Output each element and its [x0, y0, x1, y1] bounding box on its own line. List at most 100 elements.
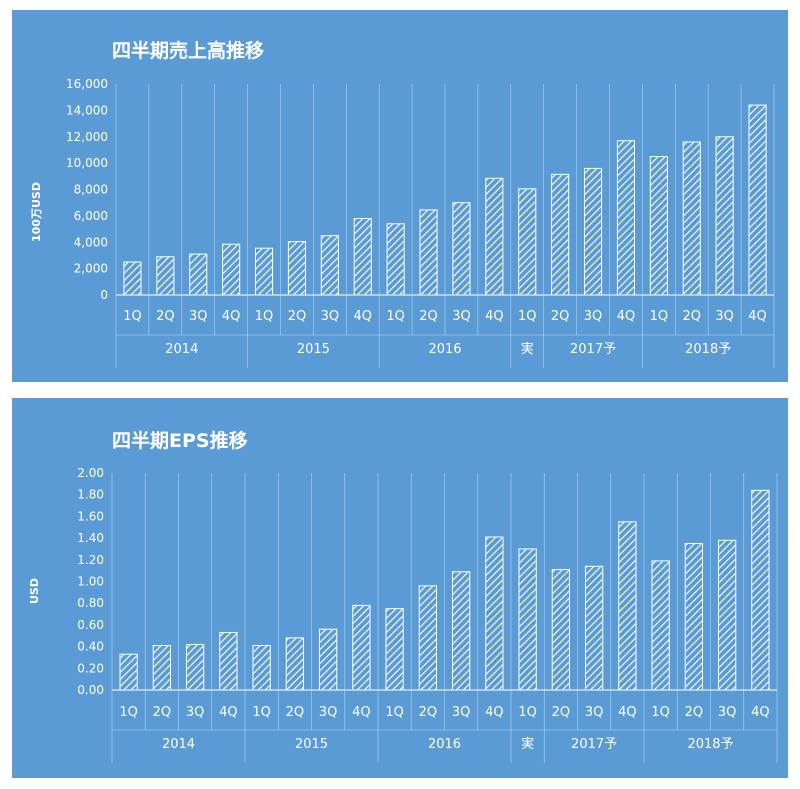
y-tick-label: 1.00 — [77, 575, 104, 589]
x-group-label: 2016 — [428, 342, 461, 357]
y-tick-label: 1.20 — [77, 553, 104, 567]
x-tick-label: 2Q — [552, 705, 571, 720]
bar — [715, 136, 734, 296]
x-tick-label: 3Q — [585, 705, 604, 720]
bar — [451, 571, 471, 691]
x-tick-label: 1Q — [518, 309, 537, 324]
bar — [385, 608, 404, 691]
bar — [152, 645, 172, 691]
x-tick-label: 4Q — [618, 705, 637, 720]
bar — [616, 140, 636, 296]
x-tick-label: 2Q — [286, 705, 305, 720]
x-group-label: 2015 — [295, 737, 328, 752]
x-tick-label: 1Q — [651, 705, 670, 720]
x-tick-label: 4Q — [353, 309, 372, 324]
x-tick-label: 1Q — [385, 705, 404, 720]
sales-chart-title: 四半期売上高推移 — [112, 40, 265, 62]
y-tick-label: 1.60 — [77, 509, 104, 523]
bar — [452, 202, 471, 296]
y-tick-label: 1.40 — [77, 531, 104, 545]
bar — [185, 643, 205, 691]
x-tick-label: 3Q — [715, 309, 734, 324]
y-tick-label: 2,000 — [74, 262, 108, 276]
x-tick-label: 1Q — [255, 309, 274, 324]
bar — [518, 548, 537, 691]
bar — [551, 173, 570, 296]
x-tick-label: 2Q — [419, 309, 438, 324]
y-tick-label: 14,000 — [66, 103, 108, 117]
x-tick-label: 3Q — [319, 705, 338, 720]
sales-chart-panel: 四半期売上高推移 100万USD 0 2,000 4,000 6,000 8,000 10… — [12, 10, 788, 382]
x-group-label: 2016 — [428, 737, 461, 752]
y-tick-label: 1.80 — [77, 488, 104, 502]
x-tick-label: 3Q — [186, 705, 205, 720]
y-tick-label: 0.60 — [77, 618, 104, 632]
bar — [682, 141, 701, 296]
x-tick-label: 3Q — [321, 309, 340, 324]
bar — [518, 188, 537, 296]
bar — [618, 521, 637, 691]
x-tick-label: 1Q — [650, 309, 669, 324]
bar — [222, 243, 241, 296]
x-tick-label: 3Q — [452, 309, 471, 324]
bar — [252, 645, 271, 691]
y-tick-label: 8,000 — [74, 183, 108, 197]
x-group-label: 2018予 — [685, 342, 731, 357]
bar — [584, 565, 604, 691]
y-tick-label: 0.20 — [77, 661, 104, 675]
y-tick-label: 0 — [100, 288, 108, 302]
x-group-label: 2017予 — [570, 342, 616, 357]
bar — [684, 543, 704, 691]
y-tick-label: 4,000 — [74, 235, 108, 249]
bar — [485, 536, 504, 691]
x-group-label: 2014 — [165, 342, 198, 357]
x-group-label: 2015 — [297, 342, 330, 357]
x-tick-label: 1Q — [119, 705, 138, 720]
x-tick-label: 2Q — [419, 705, 438, 720]
bar — [287, 241, 307, 296]
bar — [583, 167, 603, 296]
x-tick-label: 3Q — [584, 309, 603, 324]
x-tick-label: 4Q — [617, 309, 636, 324]
eps-chart-plot: 0.00 0.20 0.40 0.60 0.80 1.00 1.20 1.40 1.60 1.80… — [77, 466, 778, 763]
bar — [352, 604, 371, 691]
x-group-label: 2014 — [162, 737, 195, 752]
x-group-label: 2017予 — [571, 737, 617, 752]
x-tick-label: 3Q — [718, 705, 737, 720]
x-tick-label: 4Q — [751, 705, 770, 720]
x-group-label: 実 — [521, 736, 534, 752]
x-tick-label: 4Q — [219, 705, 238, 720]
y-tick-label: 0.00 — [77, 683, 104, 697]
bar — [551, 569, 571, 691]
x-tick-label: 1Q — [518, 705, 537, 720]
bar — [189, 253, 208, 296]
x-tick-label: 4Q — [748, 309, 767, 324]
x-tick-label: 1Q — [386, 309, 405, 324]
y-tick-label: 0.80 — [77, 596, 104, 610]
x-tick-label: 1Q — [252, 705, 271, 720]
x-tick-label: 2Q — [288, 309, 307, 324]
bar — [254, 247, 274, 296]
eps-chart-panel: 四半期EPS推移 USD 0.00 0.20 0.40 0.60 0.80 1.00 1.2… — [12, 398, 788, 778]
bar — [219, 631, 238, 691]
bar — [320, 235, 339, 296]
y-tick-label: 6,000 — [74, 209, 108, 223]
y-tick-label: 12,000 — [66, 130, 108, 144]
x-tick-label: 4Q — [485, 309, 504, 324]
x-tick-label: 2Q — [153, 705, 172, 720]
bar — [285, 637, 305, 691]
bar — [651, 560, 670, 691]
y-tick-label: 16,000 — [66, 77, 108, 91]
x-tick-label: 3Q — [189, 309, 208, 324]
bar — [717, 539, 737, 691]
bar — [748, 104, 767, 296]
x-tick-label: 4Q — [222, 309, 241, 324]
bar — [485, 177, 504, 296]
bar — [119, 653, 138, 691]
x-tick-label: 4Q — [485, 705, 504, 720]
eps-chart-title: 四半期EPS推移 — [112, 430, 248, 452]
bar — [318, 628, 338, 691]
x-tick-label: 2Q — [551, 309, 570, 324]
bar — [649, 156, 668, 296]
bar — [123, 261, 142, 296]
